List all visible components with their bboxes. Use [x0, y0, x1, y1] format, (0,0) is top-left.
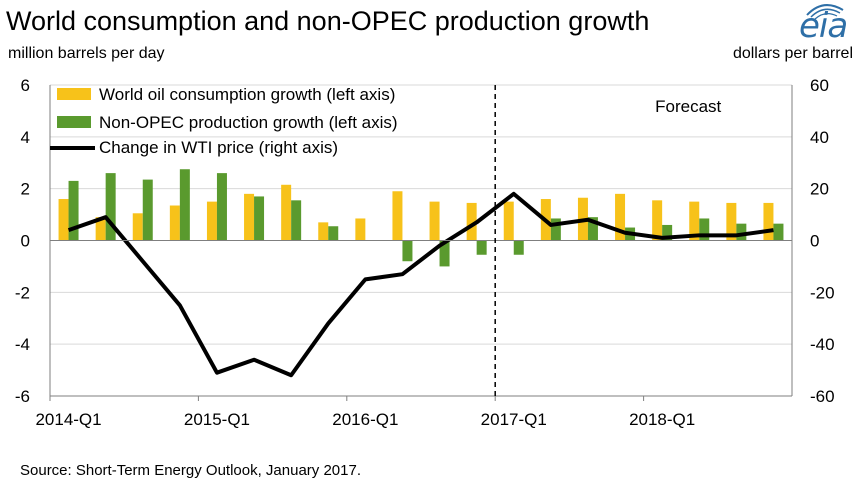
left-tick-label: 2	[21, 180, 30, 199]
left-axis-unit: million barrels per day	[8, 45, 165, 62]
production-bar	[550, 218, 561, 241]
production-bar	[439, 240, 450, 267]
left-tick-label: -6	[15, 387, 30, 406]
legend-production-label: Non-OPEC production growth (left axis)	[99, 113, 398, 132]
consumption-bar	[429, 201, 440, 241]
consumption-bar	[652, 200, 663, 241]
consumption-bar	[95, 217, 106, 241]
right-tick-label: 40	[810, 128, 829, 147]
consumption-bar	[615, 193, 626, 241]
right-tick-label: 60	[810, 76, 829, 95]
source-note: Source: Short-Term Energy Outlook, Janua…	[20, 462, 362, 479]
consumption-bar	[503, 201, 514, 241]
consumption-bar	[689, 201, 700, 241]
production-bar	[291, 200, 302, 241]
eia-logo: eia	[793, 0, 853, 46]
production-bar	[773, 223, 784, 241]
left-tick-label: 0	[21, 232, 30, 251]
right-tick-label: 0	[810, 232, 819, 251]
production-bar	[513, 240, 524, 255]
eia-logo-arcs	[806, 4, 844, 20]
right-tick-label: -20	[810, 283, 835, 302]
legend-consumption-swatch	[57, 88, 91, 100]
production-bar	[142, 179, 153, 241]
consumption-bar	[392, 191, 403, 241]
consumption-bar	[763, 202, 774, 241]
consumption-bar	[206, 201, 217, 241]
production-bar	[105, 173, 116, 241]
legend-wti-label: Change in WTI price (right axis)	[99, 138, 338, 157]
wti-price-line	[67, 191, 774, 378]
consumption-bar	[355, 218, 366, 241]
right-axis-unit: dollars per barrel	[732, 45, 853, 62]
right-tick-label: -60	[810, 387, 835, 406]
x-tick-label: 2018-Q1	[629, 410, 695, 429]
consumption-bar	[169, 205, 180, 241]
consumption-bar	[244, 193, 255, 241]
x-tick-label: 2015-Q1	[184, 410, 250, 429]
legend-consumption-label: World oil consumption growth (left axis)	[99, 85, 395, 104]
x-tick-label: 2014-Q1	[35, 410, 101, 429]
production-bar	[328, 226, 339, 241]
right-tick-label: -40	[810, 335, 835, 354]
chart-title: World consumption and non-OPEC productio…	[6, 6, 650, 36]
left-tick-label: 4	[21, 128, 30, 147]
production-bar	[402, 240, 413, 262]
consumption-bar	[132, 213, 143, 241]
x-tick-label: 2016-Q1	[332, 410, 398, 429]
production-bar	[68, 180, 79, 241]
production-bar	[736, 223, 747, 241]
production-bar	[254, 196, 265, 241]
production-bar	[179, 169, 190, 241]
legend-production-swatch	[57, 116, 91, 128]
consumption-bar	[281, 184, 292, 241]
left-tick-label: 6	[21, 76, 30, 95]
left-tick-label: -4	[15, 335, 30, 354]
production-bar	[662, 224, 673, 241]
eia-logo-text: eia	[799, 6, 848, 46]
production-bar	[216, 173, 227, 241]
production-bar	[587, 217, 598, 241]
consumption-bar	[318, 222, 329, 241]
left-tick-label: -2	[15, 283, 30, 302]
right-tick-label: 20	[810, 180, 829, 199]
consumption-bar	[58, 199, 69, 241]
forecast-label: Forecast	[655, 97, 721, 116]
consumption-bar	[726, 202, 737, 241]
x-tick-label: 2017-Q1	[481, 410, 547, 429]
production-bar	[699, 218, 710, 241]
consumption-bar	[466, 202, 477, 241]
production-bar	[476, 240, 487, 255]
